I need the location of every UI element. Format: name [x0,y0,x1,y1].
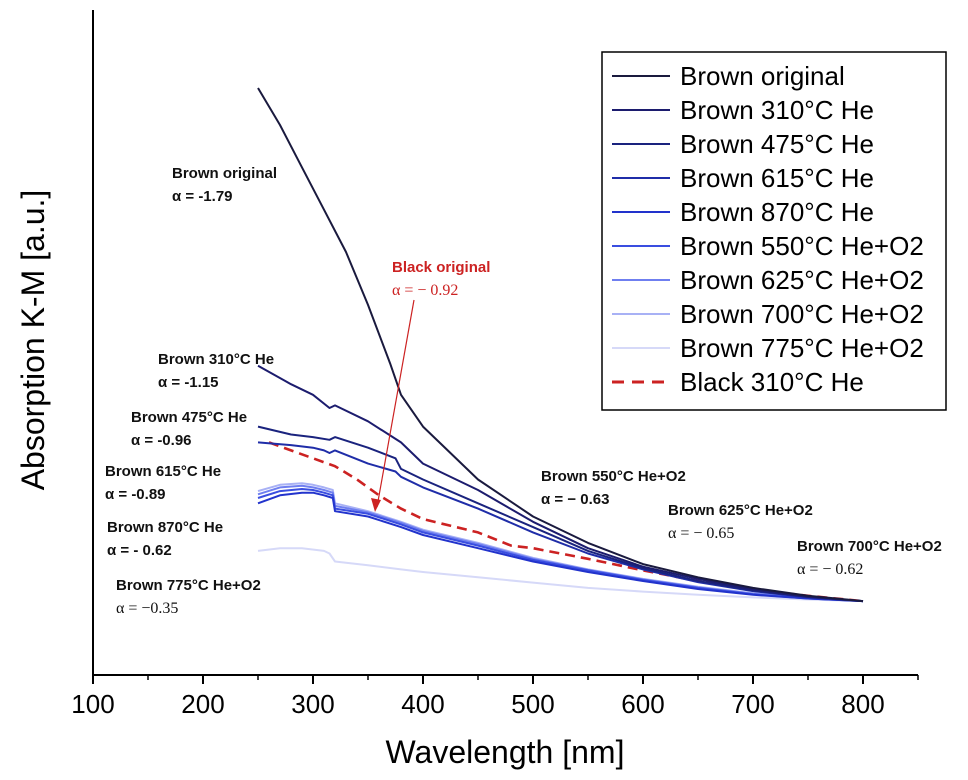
annotation-label: Brown 700°C He+O2 [797,538,942,555]
annotation-alpha: α = −0.35 [116,600,178,617]
x-tick-label: 700 [731,689,774,719]
legend-label: Brown 615°C He [680,163,874,193]
annotation-label: Brown 775°C He+O2 [116,577,261,594]
annotation-label: Brown 615°C He [105,463,221,480]
legend-label: Brown 870°C He [680,197,874,227]
legend-label: Brown 475°C He [680,129,874,159]
legend-label: Brown 775°C He+O2 [680,333,924,363]
annotation-alpha: α = − 0.63 [541,491,609,508]
series-line [258,442,863,601]
legend-label: Black 310°C He [680,367,864,397]
annotation-label: Black original [392,259,490,276]
annotation-label: Brown 870°C He [107,519,223,536]
legend: Brown original Brown 310°C He Brown 475°C … [602,52,946,410]
annotation-alpha: α = - 0.62 [107,542,172,559]
x-tick-label: 100 [71,689,114,719]
x-tick-label: 500 [511,689,554,719]
annotation-label: Brown 310°C He [158,351,274,368]
annotation-arrow [377,300,414,507]
x-tick-label: 600 [621,689,664,719]
annotation-arrowhead [371,498,381,512]
annotation-alpha: α = − 0.65 [668,525,734,542]
annotation-alpha: α = -1.15 [158,374,219,391]
annotation-alpha: α = − 0.62 [797,561,863,578]
annotation-alpha: α = -0.89 [105,486,166,503]
annotation-alpha: α = -0.96 [131,432,192,449]
annotation-label: Brown 625°C He+O2 [668,502,813,519]
legend-label: Brown 310°C He [680,95,874,125]
annotation-alpha: α = − 0.92 [392,282,458,299]
annotation-alpha: α = -1.79 [172,188,233,205]
y-axis-title: Absorption K-M [a.u.] [15,190,51,491]
x-tick-label: 400 [401,689,444,719]
legend-label: Brown 550°C He+O2 [680,231,924,261]
x-axis-title: Wavelength [nm] [386,734,625,770]
x-ticks: 100 200 300 400 500 600 700 800 [71,675,918,719]
annotation-label: Brown original [172,165,277,182]
legend-label: Brown 625°C He+O2 [680,265,924,295]
legend-label: Brown original [680,61,845,91]
annotation-label: Brown 475°C He [131,409,247,426]
x-tick-label: 300 [291,689,334,719]
series-line [269,442,863,601]
annotation-label: Brown 550°C He+O2 [541,468,686,485]
x-tick-label: 800 [841,689,884,719]
legend-label: Brown 700°C He+O2 [680,299,924,329]
x-tick-label: 200 [181,689,224,719]
